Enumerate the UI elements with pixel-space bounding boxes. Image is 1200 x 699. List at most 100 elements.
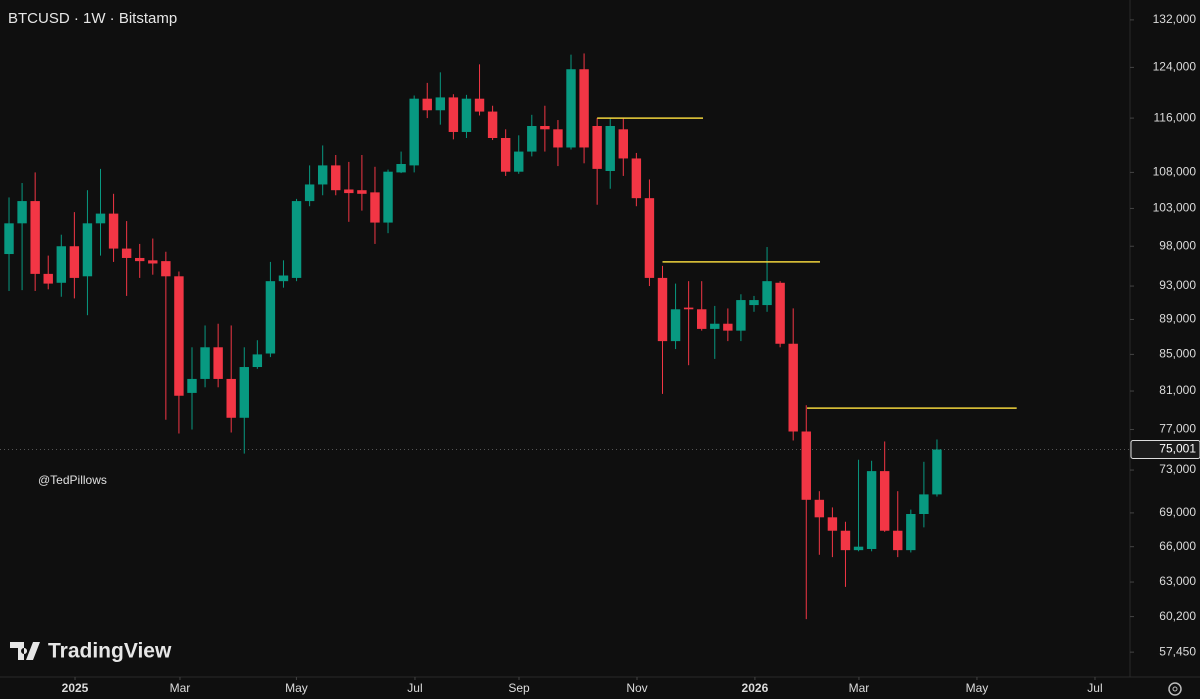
candle	[553, 120, 563, 167]
candle	[239, 347, 249, 454]
candle-body	[370, 192, 380, 223]
author-watermark: @TedPillows	[38, 473, 107, 487]
candle	[657, 265, 668, 394]
candle-body	[213, 347, 223, 379]
candle	[893, 491, 903, 558]
candle-body	[161, 261, 171, 277]
candle	[161, 251, 171, 420]
candle	[866, 460, 877, 552]
candle	[527, 114, 537, 157]
candle-body	[265, 281, 276, 354]
candle	[95, 168, 106, 256]
settings-gear[interactable]	[1168, 682, 1182, 696]
y-tick-label: 60,200	[1159, 609, 1196, 623]
candle	[56, 234, 67, 297]
candle	[827, 507, 838, 558]
candle-body	[893, 530, 903, 551]
last-price-label: 75,001	[1159, 442, 1196, 456]
candle-body	[644, 198, 655, 278]
candle-body	[527, 125, 537, 152]
candle	[121, 221, 132, 296]
candle-body	[514, 151, 524, 172]
x-tick-label: Jul	[407, 681, 422, 695]
y-tick-label: 89,000	[1159, 312, 1196, 326]
candle	[291, 198, 302, 282]
candle-body	[331, 165, 341, 191]
candle-body	[69, 246, 80, 278]
candle-body	[422, 98, 432, 111]
candle-body	[56, 246, 67, 283]
candle	[579, 53, 589, 164]
candle-body	[788, 343, 798, 432]
candle	[592, 118, 602, 205]
candle-body	[683, 307, 694, 310]
candle-body	[304, 184, 315, 202]
candle	[605, 118, 615, 189]
candle	[383, 169, 393, 234]
candle	[919, 461, 929, 528]
candle	[906, 509, 916, 553]
y-tick-label: 124,000	[1153, 60, 1197, 74]
candle-body	[631, 158, 642, 199]
candle	[932, 439, 942, 497]
candle	[370, 166, 380, 244]
candle-body	[853, 546, 864, 551]
candle-body	[657, 277, 668, 342]
candle	[670, 283, 681, 350]
candle-body	[4, 223, 14, 255]
candle-body	[553, 129, 563, 148]
candle-body	[448, 97, 459, 132]
candle	[187, 347, 197, 430]
candle-body	[736, 300, 746, 331]
candle-body	[409, 98, 419, 166]
x-tick-label: May	[285, 681, 308, 695]
candle	[148, 238, 158, 275]
x-tick-label: Jul	[1087, 681, 1102, 695]
candle	[723, 308, 733, 342]
candle-body	[291, 201, 302, 278]
candle	[853, 459, 864, 552]
candle	[487, 105, 498, 141]
y-tick-label: 93,000	[1159, 278, 1196, 292]
candle-body	[762, 281, 772, 306]
candle-body	[226, 378, 236, 418]
candle	[409, 95, 419, 173]
candle	[710, 305, 720, 359]
x-tick-label: 2025	[62, 681, 89, 695]
candle-body	[487, 111, 498, 139]
candle-body	[435, 97, 446, 111]
candle-body	[30, 201, 40, 274]
candle-body	[17, 201, 27, 224]
candle-body	[474, 98, 485, 112]
candle	[879, 441, 890, 532]
candle	[448, 94, 459, 140]
candle-body	[906, 514, 916, 551]
candle	[474, 64, 485, 116]
candle	[17, 183, 27, 291]
candle-body	[814, 499, 825, 518]
candle	[43, 255, 53, 290]
candle-body	[461, 98, 472, 132]
candle	[801, 405, 811, 620]
candle	[749, 295, 759, 312]
candle-body	[174, 276, 184, 396]
candle	[317, 145, 328, 196]
candle	[618, 118, 628, 176]
candle-body	[396, 164, 406, 173]
settings-icon[interactable]	[1168, 682, 1182, 696]
candle	[697, 281, 707, 331]
candle-body	[500, 138, 511, 172]
candle	[540, 105, 550, 152]
candle-body	[775, 282, 785, 344]
candle	[500, 129, 511, 176]
x-tick-label: Mar	[849, 681, 870, 695]
candle	[840, 521, 851, 587]
candle	[30, 172, 40, 291]
candle-body	[540, 125, 550, 130]
x-tick-label: Nov	[626, 681, 647, 695]
candle	[135, 243, 145, 278]
candle	[736, 294, 746, 342]
candle-body	[866, 471, 877, 549]
candle	[200, 325, 210, 388]
